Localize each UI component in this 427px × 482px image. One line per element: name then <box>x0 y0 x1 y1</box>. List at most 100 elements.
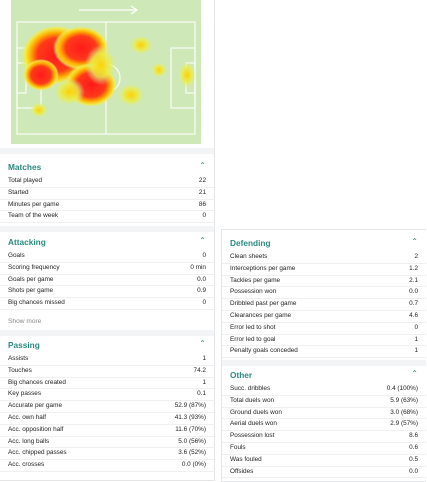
passing-header[interactable]: Passing ⌃ <box>0 336 214 354</box>
section-title: Other <box>230 370 253 380</box>
stat-row: Key passes 0.1 <box>0 389 214 402</box>
stat-label: Acc. chipped passes <box>8 449 67 457</box>
heatmap-svg <box>11 0 201 144</box>
stat-value: 0.0 <box>197 275 206 283</box>
stat-value: 41.3 (93%) <box>174 413 206 421</box>
section-title: Passing <box>8 340 40 350</box>
stat-row: Acc. crosses 0.0 (0%) <box>0 460 214 472</box>
stat-value: 21 <box>198 188 206 196</box>
stat-label: Key passes <box>8 390 42 398</box>
section-divider <box>0 330 214 336</box>
defending-header[interactable]: Defending ⌃ <box>222 234 426 252</box>
stat-label: Big chances created <box>8 378 66 386</box>
stat-label: Shots per game <box>8 287 54 295</box>
stat-label: Scoring frequency <box>8 263 60 271</box>
section-title: Matches <box>8 162 42 172</box>
stat-label: Acc. opposition half <box>8 425 64 433</box>
stat-row: Clean sheets 2 <box>222 252 426 264</box>
show-more-link[interactable]: Show more <box>8 318 42 325</box>
stat-row: Error led to goal 1 <box>222 335 426 347</box>
chevron-up-icon[interactable]: ⌃ <box>199 236 206 245</box>
stat-row: Goals per game 0.0 <box>0 275 214 287</box>
stat-row: Big chances created 1 <box>0 378 214 390</box>
stat-value: 0 <box>202 212 206 220</box>
stat-label: Error led to shot <box>230 323 276 331</box>
stat-value: 0.5 <box>409 455 418 463</box>
chevron-up-icon[interactable]: ⌃ <box>199 339 206 348</box>
stat-label: Clearances per game <box>230 311 292 319</box>
stat-value: 8.6 <box>409 432 418 440</box>
stat-row: Assists 1 <box>0 354 214 366</box>
stat-value: 2.1 <box>409 276 418 284</box>
stat-value: 0 min <box>190 263 206 271</box>
stat-value: 1.2 <box>409 264 418 272</box>
stat-row: Succ. dribbles 0.4 (100%) <box>222 384 426 396</box>
stat-value: 1 <box>202 378 206 386</box>
stat-row: Acc. opposition half 11.6 (70%) <box>0 425 214 437</box>
stat-value: 2.9 (57%) <box>390 420 418 428</box>
stat-row: Possession won 0.0 <box>222 287 426 300</box>
stat-label: Fouls <box>230 443 246 451</box>
stat-value: 3.0 (68%) <box>390 408 418 416</box>
other-header[interactable]: Other ⌃ <box>222 366 426 384</box>
stat-value: 0.0 (0%) <box>181 461 206 469</box>
stat-value: 3.6 (52%) <box>178 449 206 457</box>
stat-value: 0.7 <box>409 300 418 308</box>
stat-value: 86 <box>198 200 206 208</box>
stat-row: Was fouled 0.5 <box>222 455 426 467</box>
other-section: Other ⌃ Succ. dribbles 0.4 (100%) Total d… <box>222 366 426 479</box>
stat-label: Tackles per game <box>230 276 281 284</box>
stat-label: Error led to goal <box>230 335 276 343</box>
attacking-section: Attacking ⌃ Goals 0 Scoring frequency 0 mi… <box>0 233 214 310</box>
stat-label: Possession won <box>230 288 277 296</box>
matches-header[interactable]: Matches ⌃ <box>0 158 214 176</box>
stat-row: Penalty goals conceded 1 <box>222 346 426 359</box>
stat-label: Offsides <box>230 467 254 475</box>
stat-row: Total played 22 <box>0 176 214 188</box>
stat-row: Shots per game 0.9 <box>0 286 214 299</box>
stat-row: Error led to shot 0 <box>222 323 426 335</box>
stat-row: Ground duels won 3.0 (68%) <box>222 408 426 420</box>
chevron-up-icon[interactable]: ⌃ <box>199 161 206 170</box>
stat-label: Touches <box>8 366 32 374</box>
stat-label: Goals per game <box>8 275 54 283</box>
stat-label: Total duels won <box>230 396 275 404</box>
stat-value: 52.9 (87%) <box>174 402 206 410</box>
stat-row: Acc. own half 41.3 (93%) <box>0 413 214 425</box>
stat-row: Interceptions per game 1.2 <box>222 264 426 276</box>
stat-value: 0 <box>414 323 418 331</box>
stat-value: 2 <box>414 253 418 260</box>
stat-label: Succ. dribbles <box>230 385 271 392</box>
attacking-header[interactable]: Attacking ⌃ <box>0 233 214 251</box>
stat-value: 0 <box>202 299 206 307</box>
player-stats-card-right: Defending ⌃ Clean sheets 2 Interceptions … <box>221 229 426 482</box>
stat-row: Touches 74.2 <box>0 366 214 378</box>
stat-value: 0.6 <box>409 443 418 451</box>
stat-label: Interceptions per game <box>230 264 296 272</box>
direction-arrow-icon <box>79 5 139 15</box>
stat-row: Goals 0 <box>0 251 214 263</box>
stat-value: 5.9 (63%) <box>390 396 418 404</box>
matches-section: Matches ⌃ Total played 22 Started 21 Minut… <box>0 158 214 224</box>
stat-value: 1 <box>414 347 418 355</box>
chevron-up-icon[interactable]: ⌃ <box>411 237 418 246</box>
section-title: Defending <box>230 238 271 248</box>
stat-row: Possession lost 8.6 <box>222 431 426 443</box>
stat-value: 4.6 <box>409 311 418 319</box>
stat-row: Tackles per game 2.1 <box>222 276 426 288</box>
stat-label: Acc. long balls <box>8 437 50 445</box>
stat-label: Dribbled past per game <box>230 300 297 308</box>
stat-label: Total played <box>8 177 43 184</box>
stat-value: 0.0 <box>409 467 418 475</box>
stat-row: Fouls 0.6 <box>222 443 426 455</box>
stat-value: 0 <box>202 252 206 259</box>
stat-row: Total duels won 5.9 (63%) <box>222 396 426 408</box>
stat-label: Minutes per game <box>8 200 60 208</box>
section-divider <box>0 148 214 154</box>
stat-label: Penalty goals conceded <box>230 347 298 355</box>
stat-label: Possession lost <box>230 432 275 440</box>
stat-label: Team of the week <box>8 212 59 220</box>
stat-label: Acc. crosses <box>8 461 45 469</box>
chevron-up-icon[interactable]: ⌃ <box>411 369 418 378</box>
stat-label: Clean sheets <box>230 253 268 260</box>
